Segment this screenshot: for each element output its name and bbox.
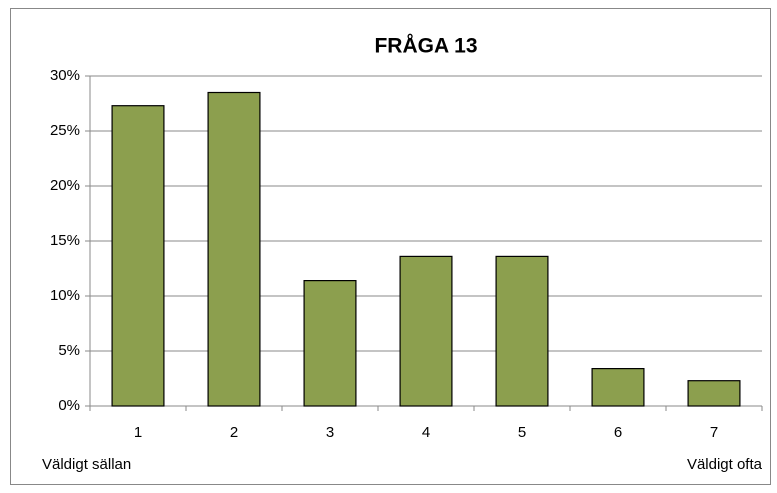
x-tick-label: 3 [326,424,334,441]
chart-title: FRÅGA 13 [374,34,477,58]
y-tick-label: 0% [58,397,80,414]
bar [303,280,357,407]
annotation: Väldigt sällan [42,456,131,473]
x-tick-label: 4 [422,424,430,441]
x-tick-label: 6 [614,424,622,441]
x-tick-label: 1 [134,424,142,441]
bar [111,105,165,407]
y-tick-label: 25% [50,122,80,139]
bar [687,380,741,407]
bar [495,255,549,407]
bar [591,368,645,407]
x-tick-label: 7 [710,424,718,441]
annotation: Väldigt ofta [687,456,763,473]
y-tick-label: 5% [58,342,80,359]
x-tick-label: 2 [230,424,238,441]
y-tick-label: 30% [50,67,80,84]
y-tick-label: 10% [50,287,80,304]
bar [207,91,261,407]
bar [399,255,453,407]
x-tick-label: 5 [518,424,526,441]
y-tick-label: 20% [50,177,80,194]
y-tick-label: 15% [50,232,80,249]
